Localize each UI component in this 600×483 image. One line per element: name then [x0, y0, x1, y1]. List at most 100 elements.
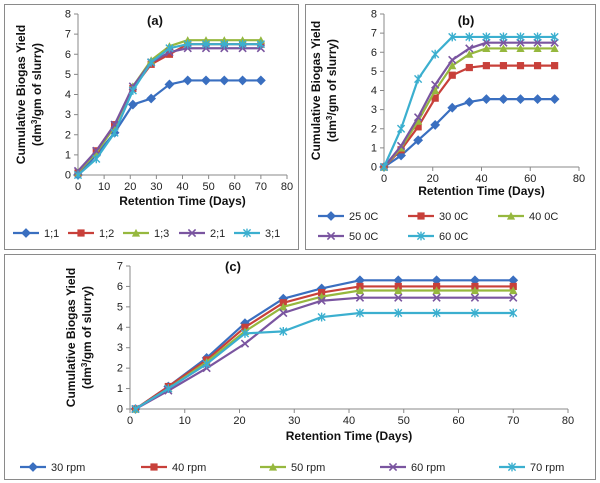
- legend-label: 50 rpm: [291, 462, 325, 474]
- data-point: [396, 124, 406, 134]
- legend-label: 60 rpm: [411, 462, 445, 474]
- x-tick-label: 30: [288, 415, 300, 427]
- x-axis-label: Retention Time (Days): [418, 184, 544, 198]
- y-tick-label: 0: [371, 162, 377, 174]
- series-line: [134, 311, 514, 410]
- data-point: [355, 293, 365, 302]
- data-point: [447, 102, 458, 113]
- y-tick-label: 3: [117, 342, 123, 354]
- x-tick-label: 70: [507, 415, 519, 427]
- data-point: [279, 308, 288, 318]
- y-axis-label: Cumulative Biogas Yield: [309, 21, 323, 160]
- chart-title: (b): [458, 13, 475, 28]
- x-tick-label: 50: [203, 181, 215, 193]
- legend-marker: [150, 463, 158, 471]
- y-tick-label: 5: [65, 69, 71, 81]
- data-point: [470, 293, 480, 302]
- series-3: [131, 293, 518, 414]
- y-axis-label: Cumulative Biogas Yield: [14, 25, 28, 164]
- x-tick-label: 0: [381, 173, 387, 185]
- data-point: [73, 170, 83, 180]
- data-point: [238, 39, 247, 49]
- data-point: [127, 99, 138, 110]
- data-point: [202, 359, 211, 369]
- data-point: [431, 94, 439, 102]
- series-3: [73, 44, 266, 176]
- legend-marker: [326, 211, 336, 221]
- series-1: [74, 40, 265, 177]
- data-point: [394, 293, 403, 302]
- data-point: [92, 154, 101, 164]
- y-tick-label: 3: [371, 104, 377, 116]
- data-point: [482, 62, 490, 70]
- data-point: [465, 50, 474, 58]
- legend-item: 1;2: [68, 228, 114, 240]
- data-point: [499, 32, 508, 42]
- legend-item: 40 0C: [498, 211, 558, 223]
- data-point: [182, 75, 193, 86]
- data-point: [201, 75, 211, 86]
- data-point: [448, 32, 457, 42]
- y-tick-label: 7: [65, 29, 71, 41]
- legend-marker: [242, 228, 252, 238]
- x-tick-label: 60: [452, 415, 464, 427]
- y-tick-label: 6: [65, 49, 71, 61]
- legend-item: 2;1: [179, 228, 225, 240]
- data-point: [465, 63, 473, 72]
- legend-item: 50 rpm: [260, 462, 325, 474]
- x-axis-label: Retention Time (Days): [119, 194, 245, 208]
- data-point: [464, 97, 475, 107]
- chart-panel-a: 0 1 2 3 4 5 6 7 8 0 10 20 30 40 50 60 70 80 (a) Retention T…: [4, 4, 299, 250]
- y-tick-label: 1: [65, 149, 71, 161]
- legend-label: 30 rpm: [51, 462, 85, 474]
- x-tick-label: 20: [427, 173, 439, 185]
- y-axis-units-post: /gm of slurry): [325, 39, 339, 116]
- data-point: [414, 123, 422, 131]
- data-point: [279, 326, 288, 336]
- data-point: [146, 93, 157, 104]
- legend-item: 70 rpm: [499, 462, 564, 474]
- data-point: [279, 302, 288, 311]
- y-tick-label: 6: [117, 281, 123, 293]
- legend-item: 60 0C: [408, 231, 468, 243]
- data-point: [499, 44, 508, 53]
- x-tick-label: 40: [343, 415, 355, 427]
- legend-item: 1;3: [123, 228, 169, 240]
- data-point: [240, 329, 250, 338]
- data-point: [414, 74, 423, 84]
- chart-title: (a): [147, 13, 163, 28]
- y-tick-label: 0: [65, 170, 71, 182]
- data-point: [465, 32, 474, 42]
- x-tick-label: 70: [255, 181, 267, 193]
- series-line: [77, 47, 261, 172]
- y-axis-label-units: (dm3/gm of slurry): [80, 286, 94, 389]
- series-1: [131, 282, 517, 413]
- data-point: [431, 49, 440, 59]
- y-tick-label: 0: [117, 404, 123, 416]
- data-point: [448, 55, 457, 65]
- legend-item: 30 0C: [408, 211, 468, 223]
- data-point: [532, 94, 543, 105]
- x-tick-label: 30: [150, 181, 162, 193]
- data-point: [482, 44, 491, 53]
- y-axis-units-superscript: 3: [30, 119, 39, 124]
- data-point: [164, 384, 173, 393]
- y-axis-units-post: /gm of slurry): [80, 286, 94, 363]
- x-tick-label: 80: [573, 173, 585, 185]
- data-point: [509, 293, 518, 302]
- x-tick-label: 10: [98, 181, 110, 193]
- y-tick-label: 2: [371, 123, 377, 135]
- data-point: [509, 308, 518, 318]
- data-point: [448, 71, 456, 79]
- legend-label: 30 0C: [439, 211, 468, 223]
- data-point: [201, 39, 211, 49]
- legend-label: 40 rpm: [172, 462, 206, 474]
- y-axis-units-post: /gm of slurry): [30, 43, 44, 120]
- series-4: [73, 39, 265, 180]
- legend-marker: [388, 462, 398, 472]
- x-tick-label: 0: [75, 181, 81, 193]
- data-point: [465, 44, 474, 53]
- data-point: [413, 135, 424, 146]
- x-tick-label: 20: [233, 415, 245, 427]
- y-axis-label: Cumulative Biogas Yield: [64, 268, 78, 407]
